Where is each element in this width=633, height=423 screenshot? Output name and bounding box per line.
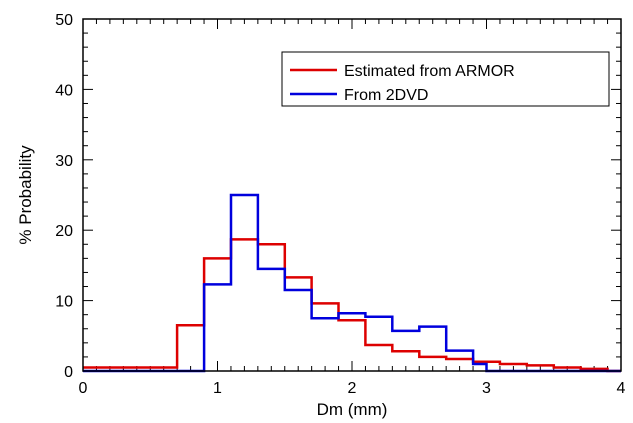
y-axis-title: % Probability	[16, 145, 35, 245]
legend-label-estimated-from-armor: Estimated from ARMOR	[344, 63, 515, 80]
y-tick-label: 0	[64, 364, 73, 381]
series-line-from-2dvd	[83, 193, 621, 373]
y-tick-label: 30	[55, 153, 73, 170]
series-layer	[83, 193, 621, 373]
x-tick-label: 2	[348, 380, 357, 397]
legend: Estimated from ARMOR From 2DVD	[281, 51, 610, 107]
x-tick-label: 1	[213, 380, 222, 397]
x-tick-label: 0	[79, 380, 88, 397]
x-tick-label: 4	[617, 380, 626, 397]
series-line-estimated-from-armor	[83, 238, 621, 373]
y-tick-label: 50	[55, 12, 73, 29]
x-axis-title: Dm (mm)	[317, 400, 388, 419]
legend-label-from-2dvd: From 2DVD	[344, 87, 428, 104]
y-tick-label: 10	[55, 294, 73, 311]
x-tick-label: 3	[482, 380, 491, 397]
plot-frame	[82, 18, 622, 372]
legend-box	[281, 51, 610, 107]
y-tick-label: 20	[55, 223, 73, 240]
y-tick-label: 40	[55, 82, 73, 99]
